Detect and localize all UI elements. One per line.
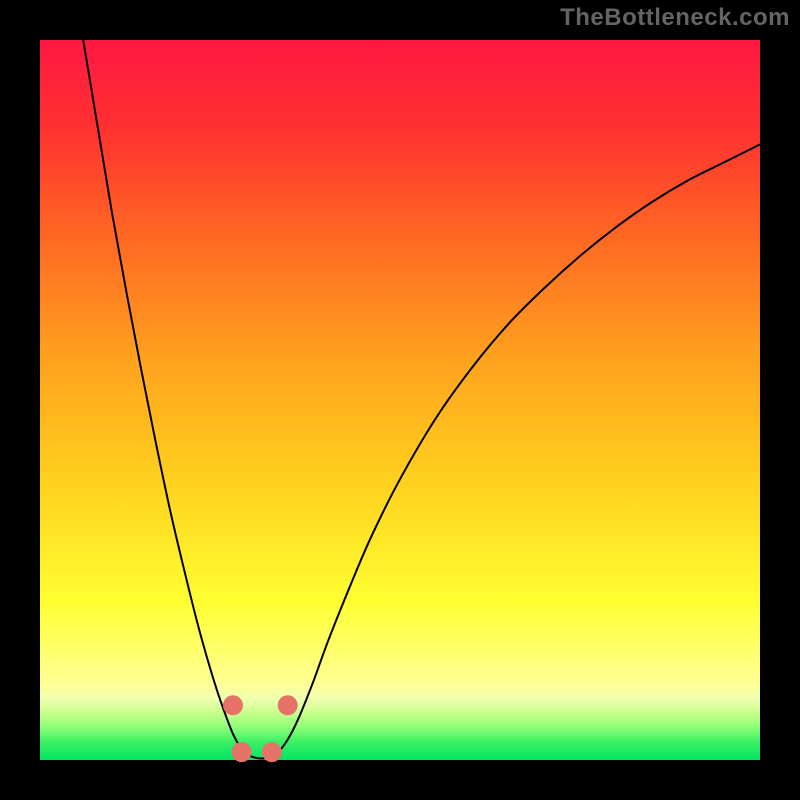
chart-stage: TheBottleneck.com <box>0 0 800 800</box>
chart-svg <box>0 0 800 800</box>
curve-marker <box>262 742 282 762</box>
curve-marker <box>223 695 243 715</box>
curve-marker <box>278 695 298 715</box>
curve-marker <box>232 742 252 762</box>
